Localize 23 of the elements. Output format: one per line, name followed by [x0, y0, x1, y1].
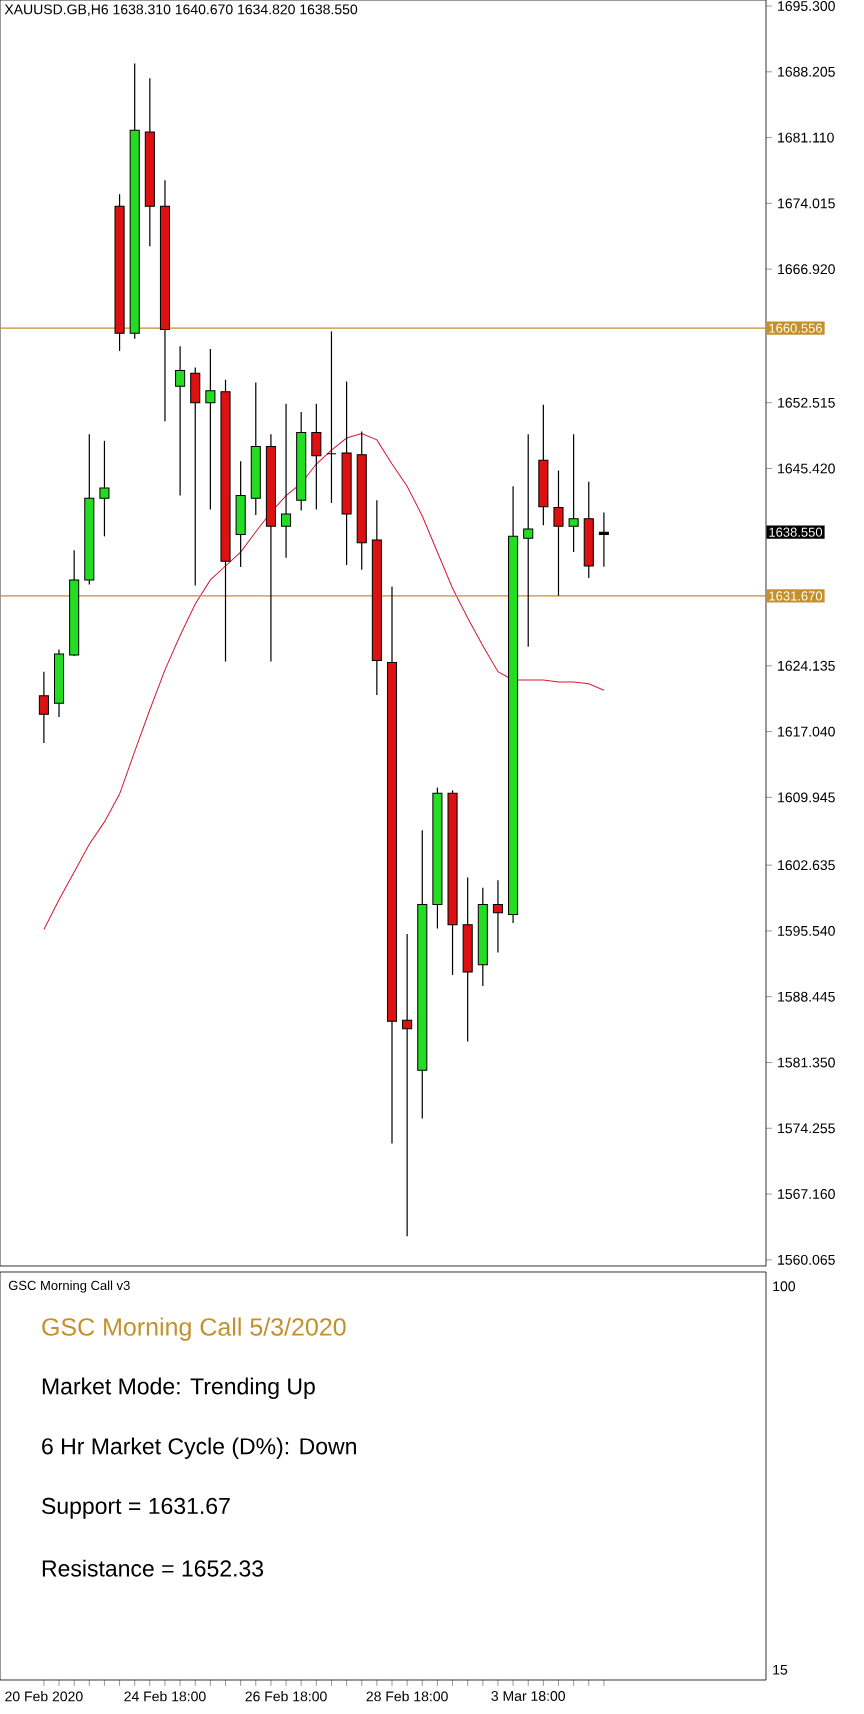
candlestick [326, 330, 337, 504]
candlestick [598, 511, 609, 568]
text: Resistance = 1652.33 [42, 1559, 264, 1577]
candlestick [175, 345, 186, 497]
candlestick [568, 433, 579, 553]
candlestick [462, 876, 473, 1043]
candlestick [583, 481, 594, 579]
candlestick [99, 440, 110, 537]
text: Market Mode: Trending Up [42, 1377, 315, 1399]
candlestick [311, 403, 322, 511]
text: 6 Hr Market Cycle (D%): Down [42, 1437, 356, 1459]
candlestick [523, 433, 534, 648]
candlestick [402, 933, 413, 1237]
candlestick [38, 671, 49, 744]
candlestick [538, 404, 549, 526]
text: GSC Morning Call 5/3/2020 [42, 1317, 346, 1341]
candlestick [190, 366, 201, 587]
candlestick [205, 348, 216, 511]
candlestick [553, 469, 564, 597]
candlestick [235, 460, 246, 568]
candlestick [281, 403, 292, 559]
text: Support = 1631.67 [42, 1497, 230, 1519]
candlestick [492, 879, 503, 954]
